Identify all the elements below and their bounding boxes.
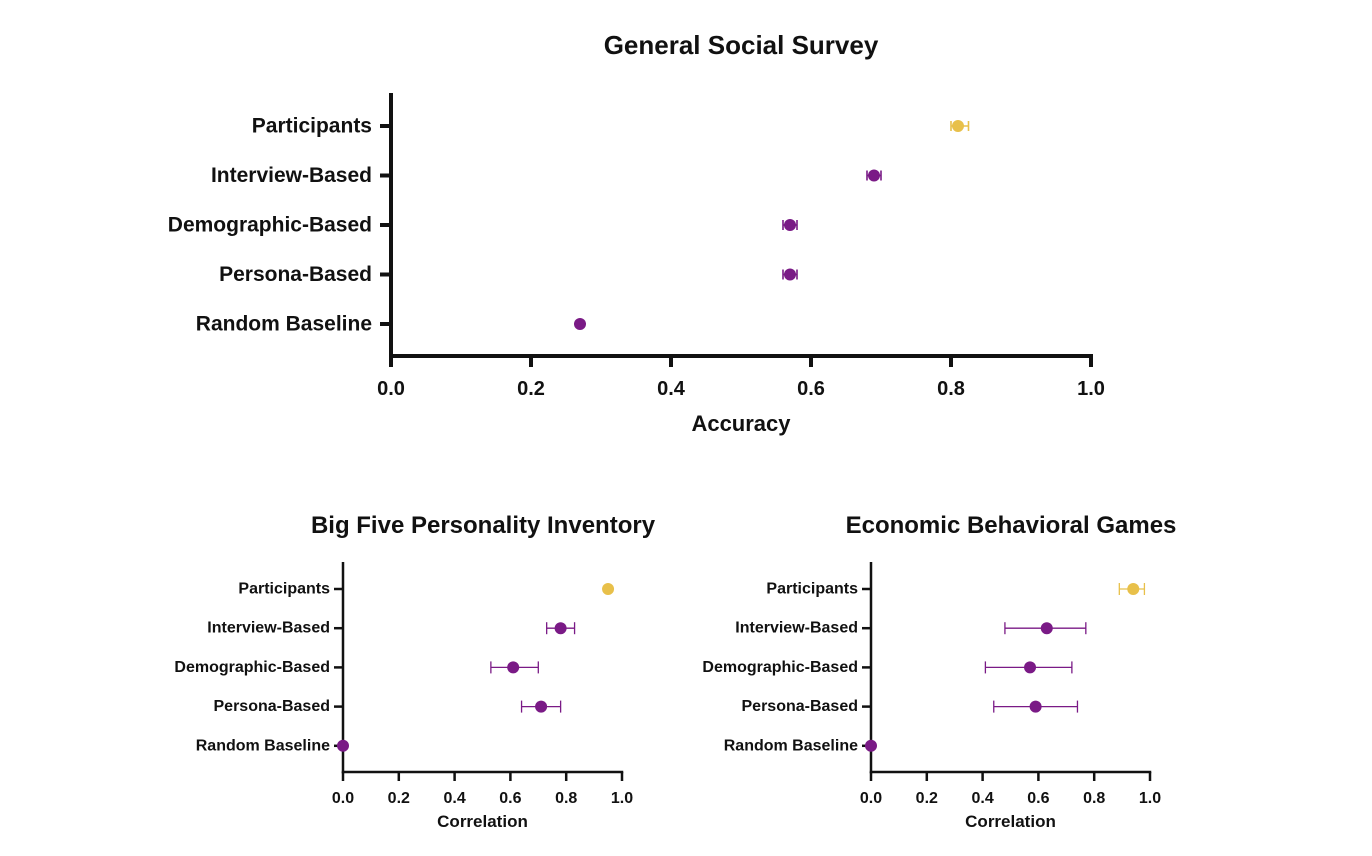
- x-tick-label: 0.8: [1083, 790, 1105, 807]
- x-tick-label: 1.0: [611, 790, 633, 807]
- category-label: Interview-Based: [735, 620, 858, 637]
- x-tick-label: 0.4: [971, 790, 993, 807]
- data-point: [554, 622, 567, 635]
- data-point: [1127, 583, 1140, 595]
- category-label: Interview-Based: [211, 164, 372, 187]
- category-label: Participants: [252, 115, 372, 138]
- data-point: [602, 583, 615, 595]
- data-point: [1029, 700, 1042, 713]
- category-label: Random Baseline: [196, 313, 372, 336]
- x-tick-label: 0.6: [1027, 790, 1049, 807]
- x-tick-label: 0.2: [388, 790, 410, 807]
- x-tick-label: 0.8: [555, 790, 577, 807]
- data-point: [574, 318, 586, 330]
- data-point: [535, 700, 548, 713]
- data-point: [784, 268, 796, 281]
- category-label: Persona-Based: [214, 698, 331, 715]
- category-label: Participants: [238, 581, 330, 598]
- data-point: [952, 120, 964, 132]
- general-social-survey-panel: General Social Survey 0.0 0.2 0.4 0.6 0.8 1.0 A…: [168, 30, 1105, 436]
- category-label: Persona-Based: [219, 263, 372, 286]
- x-tick-label: 0.6: [499, 790, 521, 807]
- data-point: [868, 169, 880, 182]
- data-point: [784, 219, 796, 231]
- category-label: Demographic-Based: [702, 659, 858, 676]
- x-tick-label: 0.8: [937, 378, 965, 400]
- data-point: [1040, 622, 1053, 635]
- data-point: [1024, 661, 1037, 674]
- category-label: Participants: [766, 581, 858, 598]
- x-axis-label: Correlation: [965, 812, 1056, 831]
- category-label: Interview-Based: [207, 620, 330, 637]
- chart-title: Economic Behavioral Games: [846, 512, 1177, 539]
- category-label: Demographic-Based: [174, 659, 330, 676]
- x-axis-label: Accuracy: [691, 411, 791, 436]
- x-tick-label: 1.0: [1077, 378, 1105, 400]
- big-five-personality-panel: Big Five Personality Inventory 0.0 0.2 0.4 0…: [174, 512, 655, 831]
- x-tick-label: 0.0: [860, 790, 882, 807]
- category-label: Demographic-Based: [168, 214, 372, 237]
- x-tick-label: 1.0: [1139, 790, 1161, 807]
- data-point: [507, 661, 520, 674]
- x-tick-label: 0.2: [916, 790, 938, 807]
- chart-title: General Social Survey: [604, 30, 879, 60]
- x-tick-label: 0.4: [657, 378, 686, 400]
- data-point: [337, 739, 349, 752]
- x-tick-label: 0.4: [443, 790, 465, 807]
- data-point: [865, 739, 877, 752]
- category-label: Random Baseline: [196, 737, 330, 754]
- category-label: Persona-Based: [742, 698, 859, 715]
- x-axis-label: Correlation: [437, 812, 528, 831]
- x-tick-label: 0.0: [332, 790, 354, 807]
- x-tick-label: 0.6: [797, 378, 825, 400]
- x-tick-label: 0.2: [517, 378, 545, 400]
- category-label: Random Baseline: [724, 737, 858, 754]
- economic-games-panel: Economic Behavioral Games 0.0 0.2 0.4 0.6 0.8…: [702, 512, 1176, 831]
- x-tick-label: 0.0: [377, 378, 405, 400]
- chart-title: Big Five Personality Inventory: [311, 512, 656, 539]
